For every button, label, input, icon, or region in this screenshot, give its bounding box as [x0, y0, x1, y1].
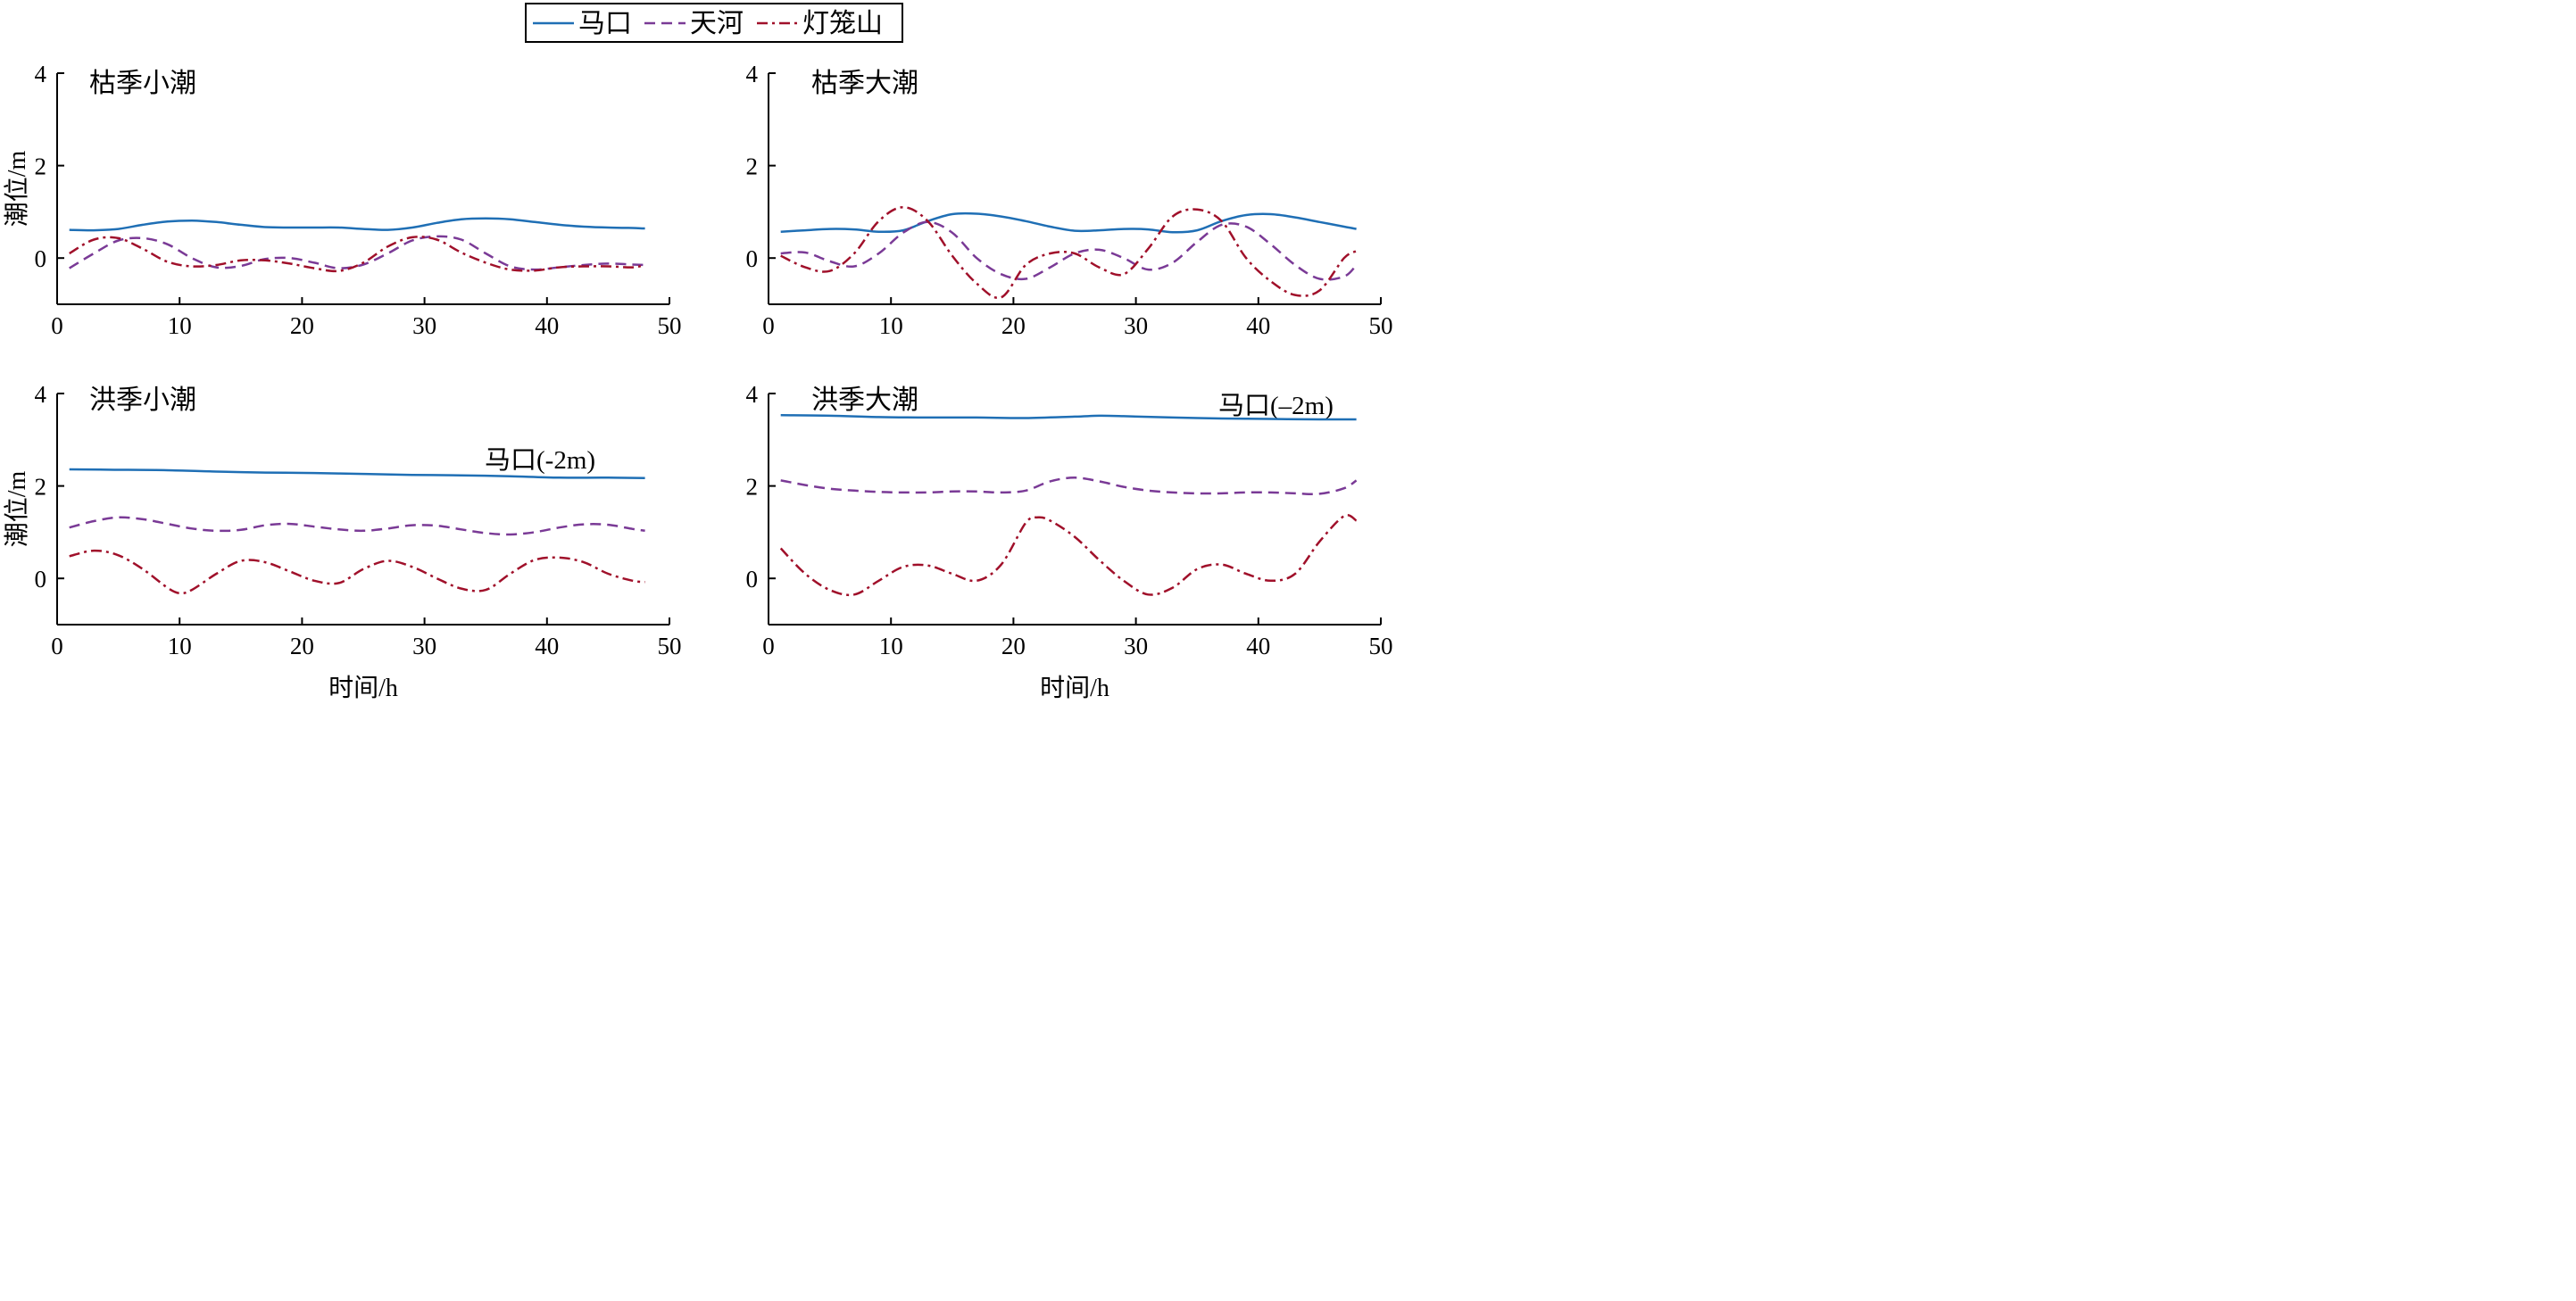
x-tick-label: 10 [879, 312, 903, 339]
x-tick-label: 10 [879, 633, 903, 659]
series-offset-note: 马口(–2m) [1218, 392, 1334, 420]
y-tick-label: 4 [746, 381, 759, 408]
y-tick-label: 4 [35, 381, 47, 408]
series-line-马口 [69, 468, 645, 480]
x-tick-label: 50 [658, 312, 682, 339]
x-tick-label: 50 [1369, 312, 1393, 339]
x-tick-label: 40 [535, 633, 559, 659]
x-tick-label: 50 [1369, 633, 1393, 659]
y-tick-label: 2 [746, 153, 759, 180]
x-axis-label: 时间/h [328, 674, 398, 702]
x-tick-label: 40 [535, 312, 559, 339]
x-tick-label: 10 [168, 312, 192, 339]
series-line-灯笼山 [780, 205, 1358, 300]
y-tick-label: 2 [746, 474, 759, 501]
y-tick-label: 2 [35, 153, 47, 180]
x-tick-label: 0 [762, 633, 775, 659]
x-tick-label: 20 [290, 312, 314, 339]
x-tick-label: 40 [1246, 312, 1270, 339]
x-tick-label: 30 [1124, 312, 1148, 339]
x-tick-label: 20 [1001, 312, 1026, 339]
x-tick-label: 20 [1001, 633, 1026, 659]
y-tick-label: 0 [35, 566, 47, 592]
x-tick-label: 0 [51, 633, 63, 659]
panel-title: 枯季小潮 [89, 69, 196, 98]
x-tick-label: 40 [1246, 633, 1270, 659]
y-tick-label: 4 [746, 61, 759, 87]
legend-label-1: 天河 [690, 9, 744, 38]
series-line-天河 [69, 235, 645, 271]
series-line-天河 [780, 476, 1358, 496]
x-tick-label: 30 [412, 633, 436, 659]
x-tick-label: 30 [412, 312, 436, 339]
legend-label-0: 马口 [578, 9, 632, 38]
series-line-天河 [780, 220, 1358, 281]
series-line-马口 [780, 414, 1357, 421]
y-axis-label: 潮位/m [3, 471, 31, 548]
x-tick-label: 10 [168, 633, 192, 659]
panel-dry-spring: 0 10 20 30 40 50 0 2 4 枯季大潮 [746, 61, 1393, 339]
y-tick-label: 2 [35, 474, 47, 501]
series-line-马口 [69, 217, 645, 232]
series-line-灯笼山 [69, 549, 645, 595]
y-tick-label: 0 [746, 245, 759, 272]
legend: 马口 天河 灯笼山 [525, 3, 903, 43]
panel-title: 洪季小潮 [89, 385, 196, 415]
series-line-马口 [780, 211, 1357, 234]
panel-title: 洪季大潮 [811, 385, 918, 415]
legend-box [525, 3, 903, 43]
x-tick-label: 50 [658, 633, 682, 659]
panel-title: 枯季大潮 [811, 69, 918, 98]
series-line-天河 [69, 516, 645, 536]
y-tick-label: 0 [35, 245, 47, 272]
series-line-灯笼山 [69, 236, 645, 273]
legend-label-2: 灯笼山 [802, 9, 883, 38]
x-tick-label: 0 [762, 312, 775, 339]
series-offset-note: 马口(-2m) [485, 446, 595, 475]
x-axis-label: 时间/h [1040, 674, 1109, 702]
y-tick-label: 4 [35, 61, 47, 87]
y-axis-label: 潮位/m [3, 151, 31, 228]
series-line-灯笼山 [779, 514, 1358, 597]
y-tick-label: 0 [746, 566, 759, 592]
x-tick-label: 30 [1124, 633, 1148, 659]
x-tick-label: 20 [290, 633, 314, 659]
x-tick-label: 0 [51, 312, 63, 339]
